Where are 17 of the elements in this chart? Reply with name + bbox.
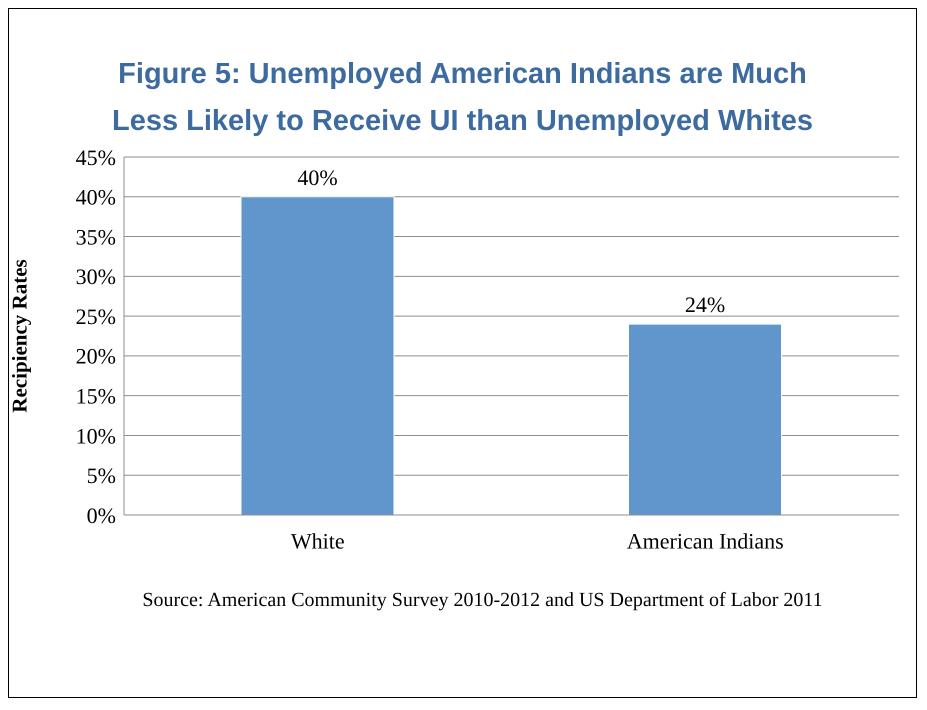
chart-title: Figure 5: Unemployed American Indians are Much Less Likely to Receive UI than Unemployed Whites (110, 57, 814, 139)
y-tick-label: 30% (76, 264, 116, 290)
y-tick-label: 5% (86, 463, 116, 488)
data-label: 40% (297, 164, 338, 190)
y-tick-label: 40% (76, 184, 116, 210)
y-tick-label: 35% (76, 224, 116, 250)
y-tick-label: 25% (76, 304, 116, 329)
data-label: 24% (684, 292, 726, 318)
y-tick-label: 10% (76, 423, 116, 448)
y-tick-label: 15% (76, 383, 116, 408)
source-note: Source: American Community Survey 2010-2012 and US Department of Labor 2011 (141, 589, 824, 612)
y-tick-label: 45% (76, 144, 116, 170)
x-tick-label: American Indians (626, 528, 784, 554)
y-tick-label: 20% (76, 344, 116, 369)
y-axis-title: Recipiency Rates (7, 259, 32, 413)
x-tick-label: White (290, 528, 345, 554)
y-tick-label: 0% (86, 502, 116, 528)
